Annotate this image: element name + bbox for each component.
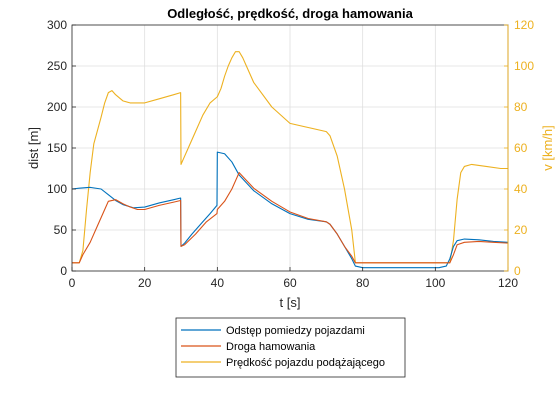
chart-title: Odległość, prędkość, droga hamowania — [167, 6, 413, 21]
legend: Odstęp pomiedzy pojazdami Droga hamowania… — [175, 317, 406, 378]
left-tick-label: 250 — [47, 59, 67, 73]
legend-box — [175, 317, 406, 378]
legend-entries: Odstęp pomiedzy pojazdami Droga hamowania… — [181, 325, 385, 369]
left-tick-label: 0 — [60, 264, 67, 278]
x-tick-label: 20 — [138, 276, 152, 290]
left-tick-label: 100 — [47, 182, 67, 196]
right-tick-label: 60 — [514, 141, 528, 155]
right-tick-label: 0 — [514, 264, 521, 278]
left-tick-label: 150 — [47, 141, 67, 155]
series-lines — [71, 51, 509, 269]
x-axis-ticks: 0 20 40 60 80 100 120 — [69, 267, 518, 290]
left-tick-label: 50 — [54, 223, 68, 237]
x-tick-label: 100 — [425, 276, 445, 290]
right-tick-label: 100 — [514, 59, 534, 73]
legend-label-2: Prędkość pojazdu podążającego — [226, 357, 385, 369]
x-tick-label: 0 — [69, 276, 76, 290]
right-tick-label: 80 — [514, 100, 528, 114]
x-axis-label: t [s] — [280, 295, 301, 310]
x-tick-label: 80 — [356, 276, 370, 290]
right-tick-label: 120 — [514, 18, 534, 32]
right-tick-label: 40 — [514, 182, 528, 196]
right-axis-label: v [km/h] — [540, 125, 555, 171]
series-line-0 — [71, 151, 509, 269]
left-axis-ticks: 0 50 100 150 200 250 300 — [47, 18, 76, 278]
right-tick-label: 20 — [514, 223, 528, 237]
series-line-1 — [72, 172, 509, 264]
legend-label-0: Odstęp pomiedzy pojazdami — [226, 325, 365, 337]
left-axis-label: dist [m] — [26, 127, 41, 169]
left-tick-label: 300 — [47, 18, 67, 32]
x-tick-label: 60 — [283, 276, 297, 290]
x-tick-label: 120 — [498, 276, 518, 290]
x-tick-label: 40 — [211, 276, 225, 290]
left-tick-label: 200 — [47, 100, 67, 114]
legend-label-1: Droga hamowania — [226, 341, 316, 353]
right-axis-ticks: 0 20 40 60 80 100 120 — [504, 18, 534, 278]
